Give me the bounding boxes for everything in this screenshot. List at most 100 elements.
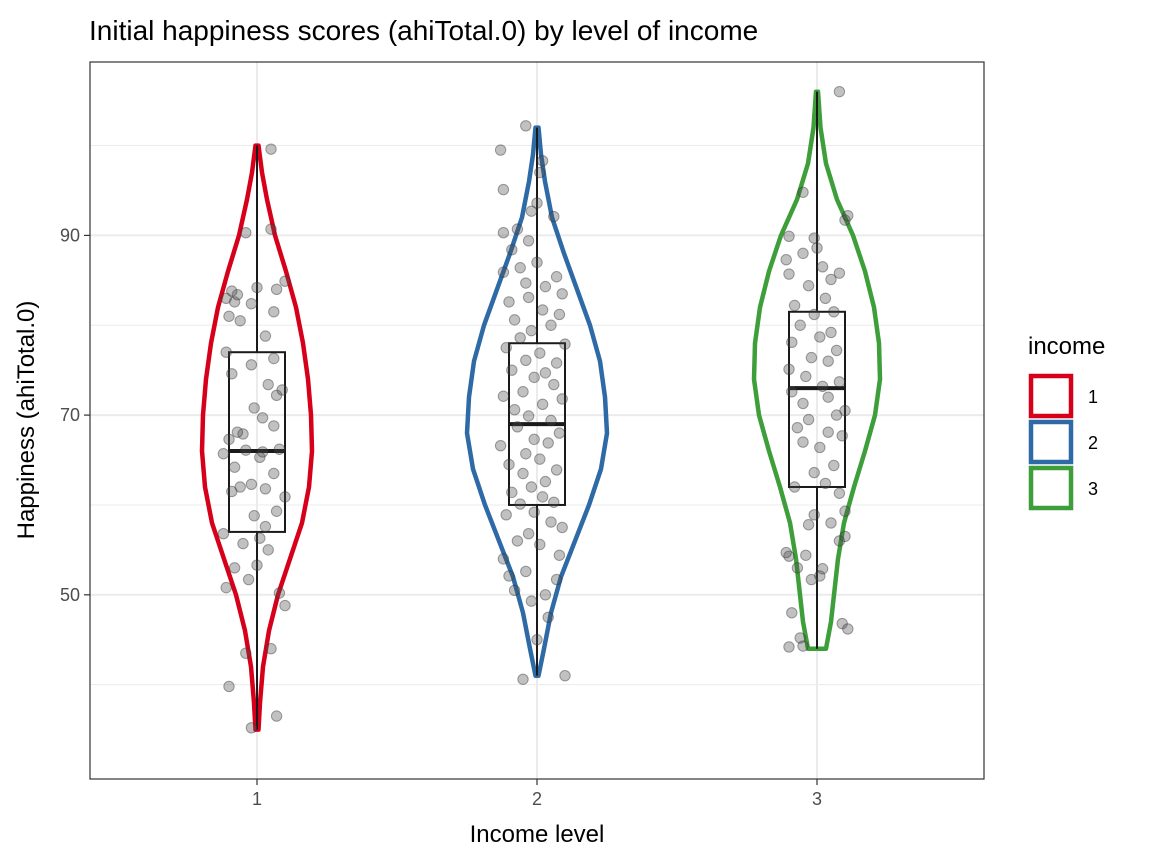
data-point xyxy=(830,409,843,421)
data-point xyxy=(791,562,804,574)
data-point xyxy=(545,516,557,528)
data-point xyxy=(550,271,563,283)
data-point xyxy=(506,364,518,376)
data-point xyxy=(534,166,546,179)
x-axis-title: Income level xyxy=(470,821,605,848)
data-point xyxy=(217,528,230,540)
data-point xyxy=(242,573,255,586)
data-point xyxy=(517,386,529,398)
data-point xyxy=(553,308,566,321)
data-point xyxy=(223,310,235,322)
data-point xyxy=(808,308,820,321)
data-point xyxy=(268,306,280,318)
data-point xyxy=(825,273,837,286)
data-point xyxy=(223,680,235,693)
data-point xyxy=(497,227,510,239)
legend-title: income xyxy=(1028,333,1105,360)
data-point xyxy=(531,197,543,209)
data-point xyxy=(548,210,560,223)
data-point xyxy=(226,485,238,498)
data-point xyxy=(506,486,518,499)
data-point xyxy=(265,223,277,235)
data-point xyxy=(808,466,820,479)
data-point xyxy=(836,430,848,442)
data-point xyxy=(545,414,557,427)
data-point xyxy=(816,261,829,273)
data-point xyxy=(542,437,554,449)
data-point xyxy=(226,368,238,380)
legend: income 1 2 3 xyxy=(1028,333,1105,511)
data-point xyxy=(786,607,798,619)
data-point xyxy=(248,510,260,522)
x-tick-label: 1 xyxy=(252,789,262,809)
legend-label-2: 2 xyxy=(1088,433,1098,453)
data-point xyxy=(833,376,846,388)
legend-label-1: 1 xyxy=(1088,387,1098,407)
data-point xyxy=(268,420,280,432)
data-point xyxy=(262,378,274,391)
data-point xyxy=(262,544,274,556)
data-point xyxy=(268,352,280,365)
data-point xyxy=(833,487,846,499)
data-point xyxy=(254,451,266,464)
data-point xyxy=(251,281,263,294)
data-point xyxy=(508,314,521,326)
data-point xyxy=(550,573,563,586)
data-point xyxy=(251,559,263,571)
data-point xyxy=(497,183,510,196)
data-point xyxy=(228,461,241,473)
data-point xyxy=(497,553,510,565)
data-point xyxy=(830,344,843,357)
y-tick-label: 90 xyxy=(60,225,80,245)
data-point xyxy=(270,710,283,722)
data-point xyxy=(833,535,846,547)
data-point xyxy=(536,491,549,503)
legend-label-3: 3 xyxy=(1088,479,1098,499)
data-point xyxy=(508,404,521,416)
y-tick-label: 50 xyxy=(60,585,80,605)
data-point xyxy=(234,481,246,493)
data-point xyxy=(808,232,820,244)
data-point xyxy=(237,428,249,440)
boxplots xyxy=(228,91,846,730)
data-point xyxy=(545,319,557,331)
data-point xyxy=(531,256,543,269)
data-point xyxy=(494,144,507,156)
data-point xyxy=(797,397,809,410)
data-point xyxy=(511,421,524,433)
x-tick-label: 2 xyxy=(532,789,542,809)
data-point xyxy=(511,535,524,547)
data-point xyxy=(525,324,538,337)
box-1 xyxy=(228,351,286,533)
data-point xyxy=(822,426,834,438)
y-tick-label: 70 xyxy=(60,405,80,425)
data-point xyxy=(542,611,554,623)
data-point xyxy=(503,570,515,582)
data-point xyxy=(539,475,552,488)
data-point xyxy=(506,244,518,256)
data-point xyxy=(522,410,535,422)
data-point xyxy=(494,439,507,452)
data-point xyxy=(279,491,291,503)
data-point xyxy=(825,326,837,339)
data-point xyxy=(268,467,280,480)
data-point xyxy=(520,354,532,367)
data-point xyxy=(514,498,526,510)
data-point xyxy=(514,332,526,344)
data-point xyxy=(828,459,840,472)
legend-key-3 xyxy=(1028,465,1074,511)
data-point xyxy=(559,338,571,350)
data-point xyxy=(503,458,515,471)
data-point xyxy=(816,563,829,575)
data-point xyxy=(223,433,235,446)
data-point xyxy=(240,647,252,659)
data-point xyxy=(548,378,560,391)
data-point xyxy=(259,483,272,495)
data-point xyxy=(217,448,230,460)
data-point xyxy=(259,330,272,342)
data-point xyxy=(836,617,848,630)
data-point xyxy=(528,506,540,518)
data-point xyxy=(811,242,823,254)
data-point xyxy=(556,521,568,534)
data-point xyxy=(522,528,535,540)
